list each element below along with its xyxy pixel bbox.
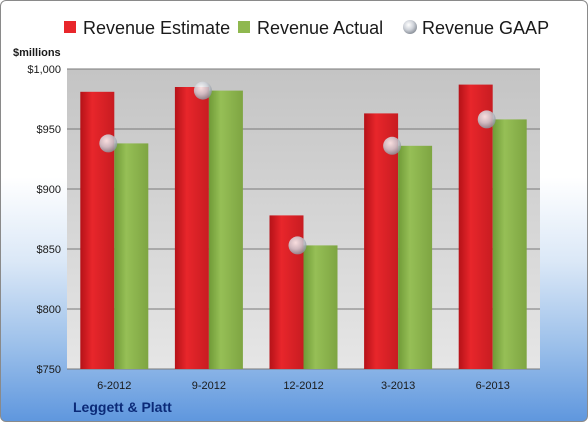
marker-revenue-gaap (477, 110, 496, 129)
y-tick-label: $900 (37, 184, 61, 196)
y-tick-label: $950 (37, 124, 61, 136)
x-tick-label: 6-2012 (97, 380, 131, 392)
bar-revenue-actual (114, 143, 149, 369)
x-tick-label: 9-2012 (192, 380, 226, 392)
bar-revenue-actual (492, 119, 527, 370)
marker-revenue-gaap (383, 136, 402, 155)
y-tick-label: $800 (37, 304, 61, 316)
gaap-markers (99, 81, 496, 255)
y-tick-label: $850 (37, 244, 61, 256)
bar-revenue-actual (398, 145, 433, 369)
legend-label-revenue-actual: Revenue Actual (257, 18, 383, 38)
y-axis-unit-label: $millions (13, 47, 61, 59)
company-name: Leggett & Platt (73, 399, 172, 415)
x-axis-ticks: 6-2012 9-2012 12-2012 3-2013 6-2013 (97, 380, 510, 392)
y-tick-label: $1,000 (27, 64, 61, 76)
bar-revenue-estimate (364, 113, 399, 370)
marker-revenue-gaap (288, 236, 307, 255)
bar-revenue-estimate (80, 91, 115, 370)
legend-label-revenue-gaap: Revenue GAAP (422, 18, 549, 38)
legend: Revenue Estimate Revenue Actual Revenue … (64, 18, 549, 38)
legend-swatch-revenue-actual (238, 21, 250, 33)
y-tick-label: $750 (37, 364, 61, 376)
bar-revenue-actual (208, 90, 243, 369)
legend-swatch-revenue-estimate (64, 21, 76, 33)
marker-revenue-gaap (193, 81, 212, 100)
y-axis-ticks: $750 $800 $850 $900 $950 $1,000 (27, 64, 61, 376)
bar-revenue-estimate (458, 84, 493, 369)
bar-revenue-actual (303, 245, 338, 369)
x-tick-label: 12-2012 (283, 380, 323, 392)
legend-label-revenue-estimate: Revenue Estimate (83, 18, 230, 38)
legend-marker-revenue-gaap (403, 20, 417, 34)
x-tick-label: 3-2013 (381, 380, 415, 392)
marker-revenue-gaap (99, 134, 118, 153)
x-tick-label: 6-2013 (476, 380, 510, 392)
bar-revenue-estimate (174, 87, 209, 369)
